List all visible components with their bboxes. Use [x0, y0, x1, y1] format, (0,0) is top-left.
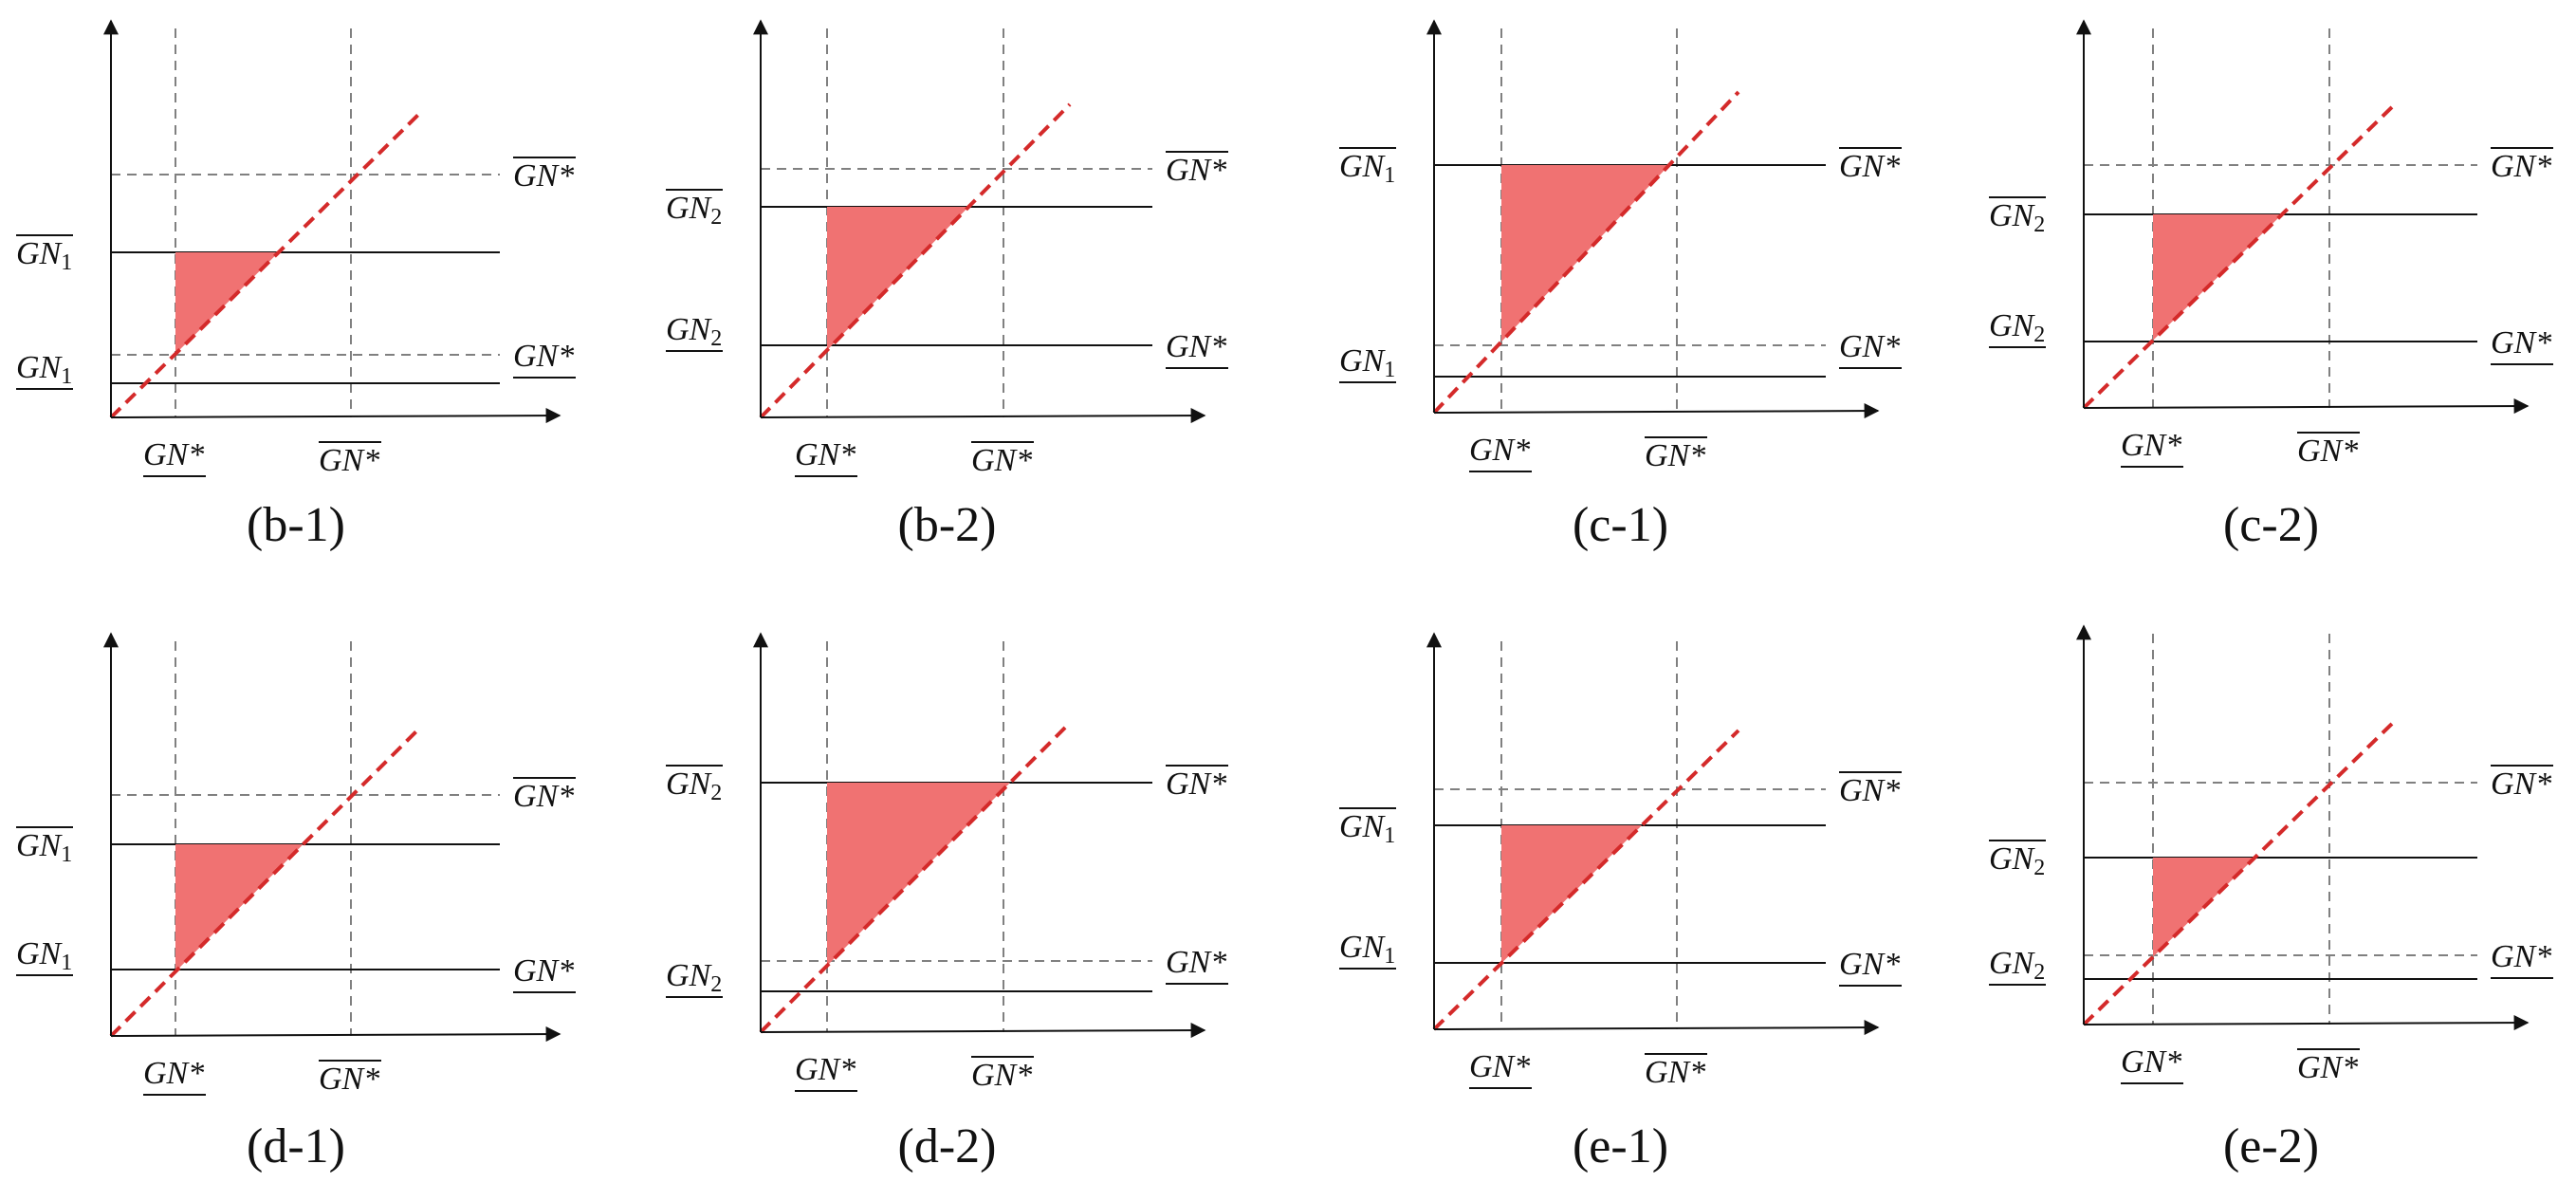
- shaded-region: [1501, 825, 1643, 964]
- label-gn-upper: GN1: [16, 828, 72, 867]
- label-gn-lower: GN1: [16, 936, 72, 975]
- label-gn-upper: GN2: [666, 767, 722, 805]
- label-gnstar-right-lower: GN*: [2491, 939, 2551, 974]
- panel-caption: (b-2): [898, 498, 997, 552]
- label-gn-upper: GN1: [16, 236, 72, 275]
- label-gnstar-bottom-upper: GN*: [971, 443, 1032, 478]
- label-gnstar-bottom-lower: GN*: [1469, 1049, 1530, 1084]
- diagonal-line: [1432, 90, 1740, 415]
- label-gn-upper: GN2: [1989, 841, 2045, 880]
- label-gnstar-right-lower: GN*: [513, 953, 574, 989]
- label-gnstar-right-lower: GN*: [1166, 329, 1226, 364]
- label-gnstar-right-upper: GN*: [1166, 153, 1226, 188]
- shaded-region: [175, 844, 304, 972]
- label-gnstar-bottom-upper: GN*: [971, 1058, 1032, 1093]
- panel-caption: (b-1): [247, 498, 345, 552]
- label-gnstar-right-upper: GN*: [2491, 149, 2551, 184]
- panel-2: GN2 GN2 GN* GN* GN* GN* (b-2): [666, 19, 1228, 552]
- panel-caption: (d-2): [898, 1119, 997, 1173]
- panel-caption: (e-2): [2223, 1119, 2319, 1173]
- label-gnstar-bottom-lower: GN*: [143, 1056, 204, 1091]
- panel-caption: (e-1): [1573, 1119, 1668, 1173]
- label-gn-lower: GN2: [1989, 946, 2045, 985]
- panel-4: GN2 GN2 GN* GN* GN* GN* (c-2): [1989, 19, 2553, 552]
- label-gn-lower: GN1: [1339, 343, 1395, 382]
- label-gnstar-right-upper: GN*: [513, 779, 574, 814]
- label-gnstar-bottom-upper: GN*: [319, 443, 379, 478]
- panel-caption: (c-2): [2223, 498, 2319, 552]
- label-gnstar-right-upper: GN*: [1166, 767, 1226, 802]
- x-axis: [760, 1023, 1206, 1039]
- label-gnstar-right-lower: GN*: [1839, 329, 1900, 364]
- shaded-region: [2153, 214, 2283, 341]
- panel-caption: (d-1): [247, 1119, 345, 1173]
- label-gnstar-right-upper: GN*: [513, 158, 574, 194]
- diagonal-line: [2082, 101, 2399, 410]
- label-gn-upper: GN1: [1339, 809, 1395, 848]
- label-gnstar-right-upper: GN*: [1839, 773, 1900, 808]
- label-gnstar-bottom-upper: GN*: [319, 1062, 379, 1097]
- x-axis: [760, 408, 1206, 424]
- label-gnstar-right-lower: GN*: [1166, 945, 1226, 980]
- x-axis: [110, 1026, 561, 1043]
- label-gnstar-bottom-upper: GN*: [2297, 1050, 2358, 1085]
- label-gn-lower: GN1: [16, 350, 72, 389]
- label-gnstar-bottom-lower: GN*: [795, 1052, 856, 1087]
- label-gn-upper: GN1: [1339, 149, 1395, 188]
- label-gnstar-right-lower: GN*: [2491, 325, 2551, 360]
- x-axis: [2083, 398, 2530, 415]
- diagonal-line: [1432, 729, 1740, 1031]
- panel-1: GN1 GN1 GN* GN* GN* GN* (b-1): [16, 19, 576, 552]
- label-gnstar-bottom-lower: GN*: [2121, 1044, 2181, 1080]
- panel-7: GN1 GN1 GN* GN* GN* GN* (e-1): [1339, 632, 1902, 1173]
- label-gn-lower: GN2: [666, 958, 722, 997]
- label-gnstar-right-upper: GN*: [1839, 149, 1900, 184]
- label-gnstar-bottom-lower: GN*: [143, 437, 204, 472]
- label-gn-upper: GN2: [1989, 198, 2045, 237]
- label-gnstar-bottom-lower: GN*: [795, 437, 856, 472]
- diagonal-line: [759, 721, 1072, 1034]
- x-axis: [1433, 403, 1880, 419]
- diagonal-line: [759, 102, 1072, 419]
- label-gnstar-bottom-lower: GN*: [1469, 433, 1530, 468]
- shaded-region: [2153, 858, 2255, 957]
- panel-5: GN1 GN1 GN* GN* GN* GN* (d-1): [16, 632, 576, 1173]
- diagonal-line: [2082, 717, 2399, 1026]
- label-gn-lower: GN1: [1339, 930, 1395, 969]
- diagonal-line: [109, 112, 421, 419]
- panel-3: GN1 GN1 GN* GN* GN* GN* (c-1): [1339, 19, 1902, 552]
- x-axis: [1433, 1020, 1880, 1036]
- label-gnstar-right-lower: GN*: [1839, 947, 1900, 982]
- label-gnstar-bottom-upper: GN*: [1645, 1055, 1705, 1090]
- label-gnstar-bottom-upper: GN*: [1645, 438, 1705, 473]
- label-gnstar-right-upper: GN*: [2491, 767, 2551, 802]
- label-gnstar-bottom-lower: GN*: [2121, 428, 2181, 463]
- panel-caption: (c-1): [1573, 498, 1668, 552]
- x-axis: [2083, 1015, 2530, 1031]
- label-gn-upper: GN2: [666, 191, 722, 230]
- label-gnstar-bottom-upper: GN*: [2297, 434, 2358, 469]
- panel-8: GN2 GN2 GN* GN* GN* GN* (e-2): [1989, 624, 2553, 1173]
- label-gn-lower: GN2: [666, 312, 722, 351]
- diagonal-line: [109, 727, 421, 1038]
- label-gn-lower: GN2: [1989, 308, 2045, 347]
- panel-6: GN2 GN2 GN* GN* GN* GN* (d-2): [666, 632, 1228, 1173]
- x-axis: [110, 408, 561, 424]
- label-gnstar-right-lower: GN*: [513, 339, 574, 374]
